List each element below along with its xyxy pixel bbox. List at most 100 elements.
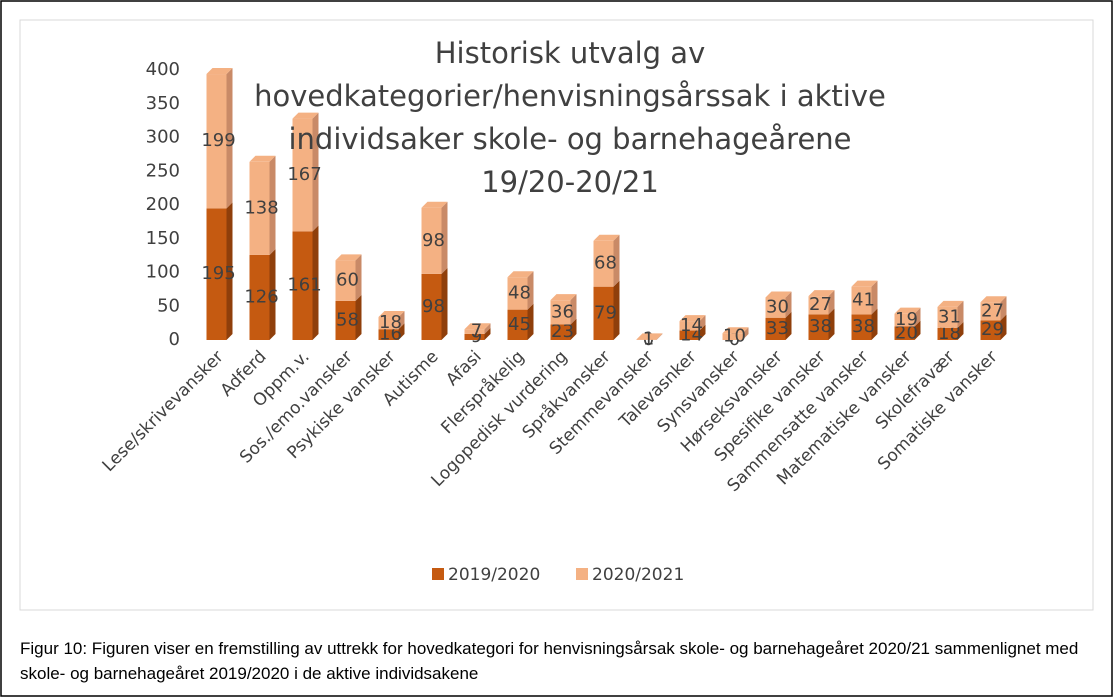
bar xyxy=(636,339,657,340)
y-tick-label: 250 xyxy=(146,160,180,181)
bar-side xyxy=(742,327,749,340)
bar-top xyxy=(593,234,620,241)
data-label: 14 xyxy=(680,315,703,336)
bar-side xyxy=(656,333,663,340)
bar xyxy=(722,333,743,340)
bar-side xyxy=(570,294,577,325)
bar xyxy=(249,161,270,255)
data-label: 18 xyxy=(379,312,402,333)
bar-side xyxy=(785,291,792,318)
data-label: 38 xyxy=(809,316,832,337)
bar xyxy=(292,118,313,232)
data-label: 18 xyxy=(938,323,961,344)
bar-top xyxy=(507,271,534,278)
bar xyxy=(679,330,700,340)
bar xyxy=(808,296,829,315)
data-label: 30 xyxy=(766,297,789,318)
bar-side xyxy=(441,267,448,340)
data-label: 38 xyxy=(852,316,875,337)
bar xyxy=(378,317,399,330)
bar xyxy=(980,302,1001,321)
bar-side xyxy=(871,280,878,315)
data-label: 27 xyxy=(809,294,832,315)
bar xyxy=(679,321,700,331)
legend-swatch xyxy=(432,568,444,580)
bar-top xyxy=(206,68,233,75)
bar-side xyxy=(613,280,620,340)
data-label: 31 xyxy=(938,306,961,327)
bar-side xyxy=(785,311,792,340)
data-label: 98 xyxy=(422,296,445,317)
bar-top xyxy=(421,201,448,208)
bar xyxy=(249,254,270,340)
bar-top xyxy=(894,307,921,314)
bar-side xyxy=(1000,314,1007,340)
bar-side xyxy=(914,320,921,340)
bar xyxy=(292,231,313,340)
bar-top xyxy=(378,311,405,318)
bar-top xyxy=(292,112,319,119)
bar-top xyxy=(335,254,362,261)
bar-side xyxy=(441,201,448,274)
y-tick-label: 300 xyxy=(146,127,180,148)
bar xyxy=(206,74,227,209)
data-label: 98 xyxy=(422,230,445,251)
data-label: 68 xyxy=(594,253,617,274)
data-label: 36 xyxy=(551,301,574,322)
data-label: 48 xyxy=(508,282,531,303)
data-label: 161 xyxy=(287,275,321,296)
y-tick-label: 200 xyxy=(146,194,180,215)
bar xyxy=(765,317,786,340)
bar-top xyxy=(937,300,964,307)
bar-side xyxy=(226,68,233,209)
data-label: 10 xyxy=(723,326,746,347)
bar-side xyxy=(312,225,319,340)
bar-top xyxy=(636,333,663,340)
bar-side xyxy=(355,294,362,340)
y-tick-label: 150 xyxy=(146,228,180,249)
data-label: 195 xyxy=(201,263,235,284)
bar xyxy=(378,329,399,340)
bar xyxy=(421,273,442,340)
data-label: 1 xyxy=(643,329,654,350)
bar xyxy=(765,297,786,318)
data-label: 19 xyxy=(895,309,918,330)
bar-side xyxy=(699,324,706,340)
data-label: 60 xyxy=(336,270,359,291)
bar xyxy=(550,300,571,325)
bar-top xyxy=(722,327,749,334)
data-label: 20 xyxy=(895,322,918,343)
chart-title: Historisk utvalg av hovedkategorier/henv… xyxy=(254,36,886,199)
bar-side xyxy=(226,202,233,340)
bar-side xyxy=(828,290,835,315)
data-label: 7 xyxy=(471,321,482,342)
bar-side xyxy=(871,308,878,340)
bar-side xyxy=(484,327,491,340)
bar-side xyxy=(355,254,362,301)
bar-side xyxy=(398,323,405,340)
bar-side xyxy=(312,112,319,232)
bar-top xyxy=(980,296,1007,303)
data-label: 138 xyxy=(244,197,278,218)
bar-side xyxy=(570,318,577,340)
data-label: 27 xyxy=(981,300,1004,321)
legend-label: 2020/2021 xyxy=(592,565,684,585)
y-tick-label: 350 xyxy=(146,93,180,114)
bar xyxy=(808,314,829,340)
bar xyxy=(937,327,958,340)
bar xyxy=(851,314,872,340)
data-label: 45 xyxy=(508,314,531,335)
bar-side xyxy=(484,323,491,334)
bar-side xyxy=(957,321,964,340)
bar xyxy=(507,309,528,340)
bar xyxy=(894,326,915,340)
bar-side xyxy=(527,271,534,310)
legend-swatch xyxy=(576,568,588,580)
data-label: 29 xyxy=(981,319,1004,340)
bar xyxy=(464,333,485,340)
bar xyxy=(894,313,915,327)
bar-side xyxy=(914,307,921,327)
bar xyxy=(335,260,356,301)
